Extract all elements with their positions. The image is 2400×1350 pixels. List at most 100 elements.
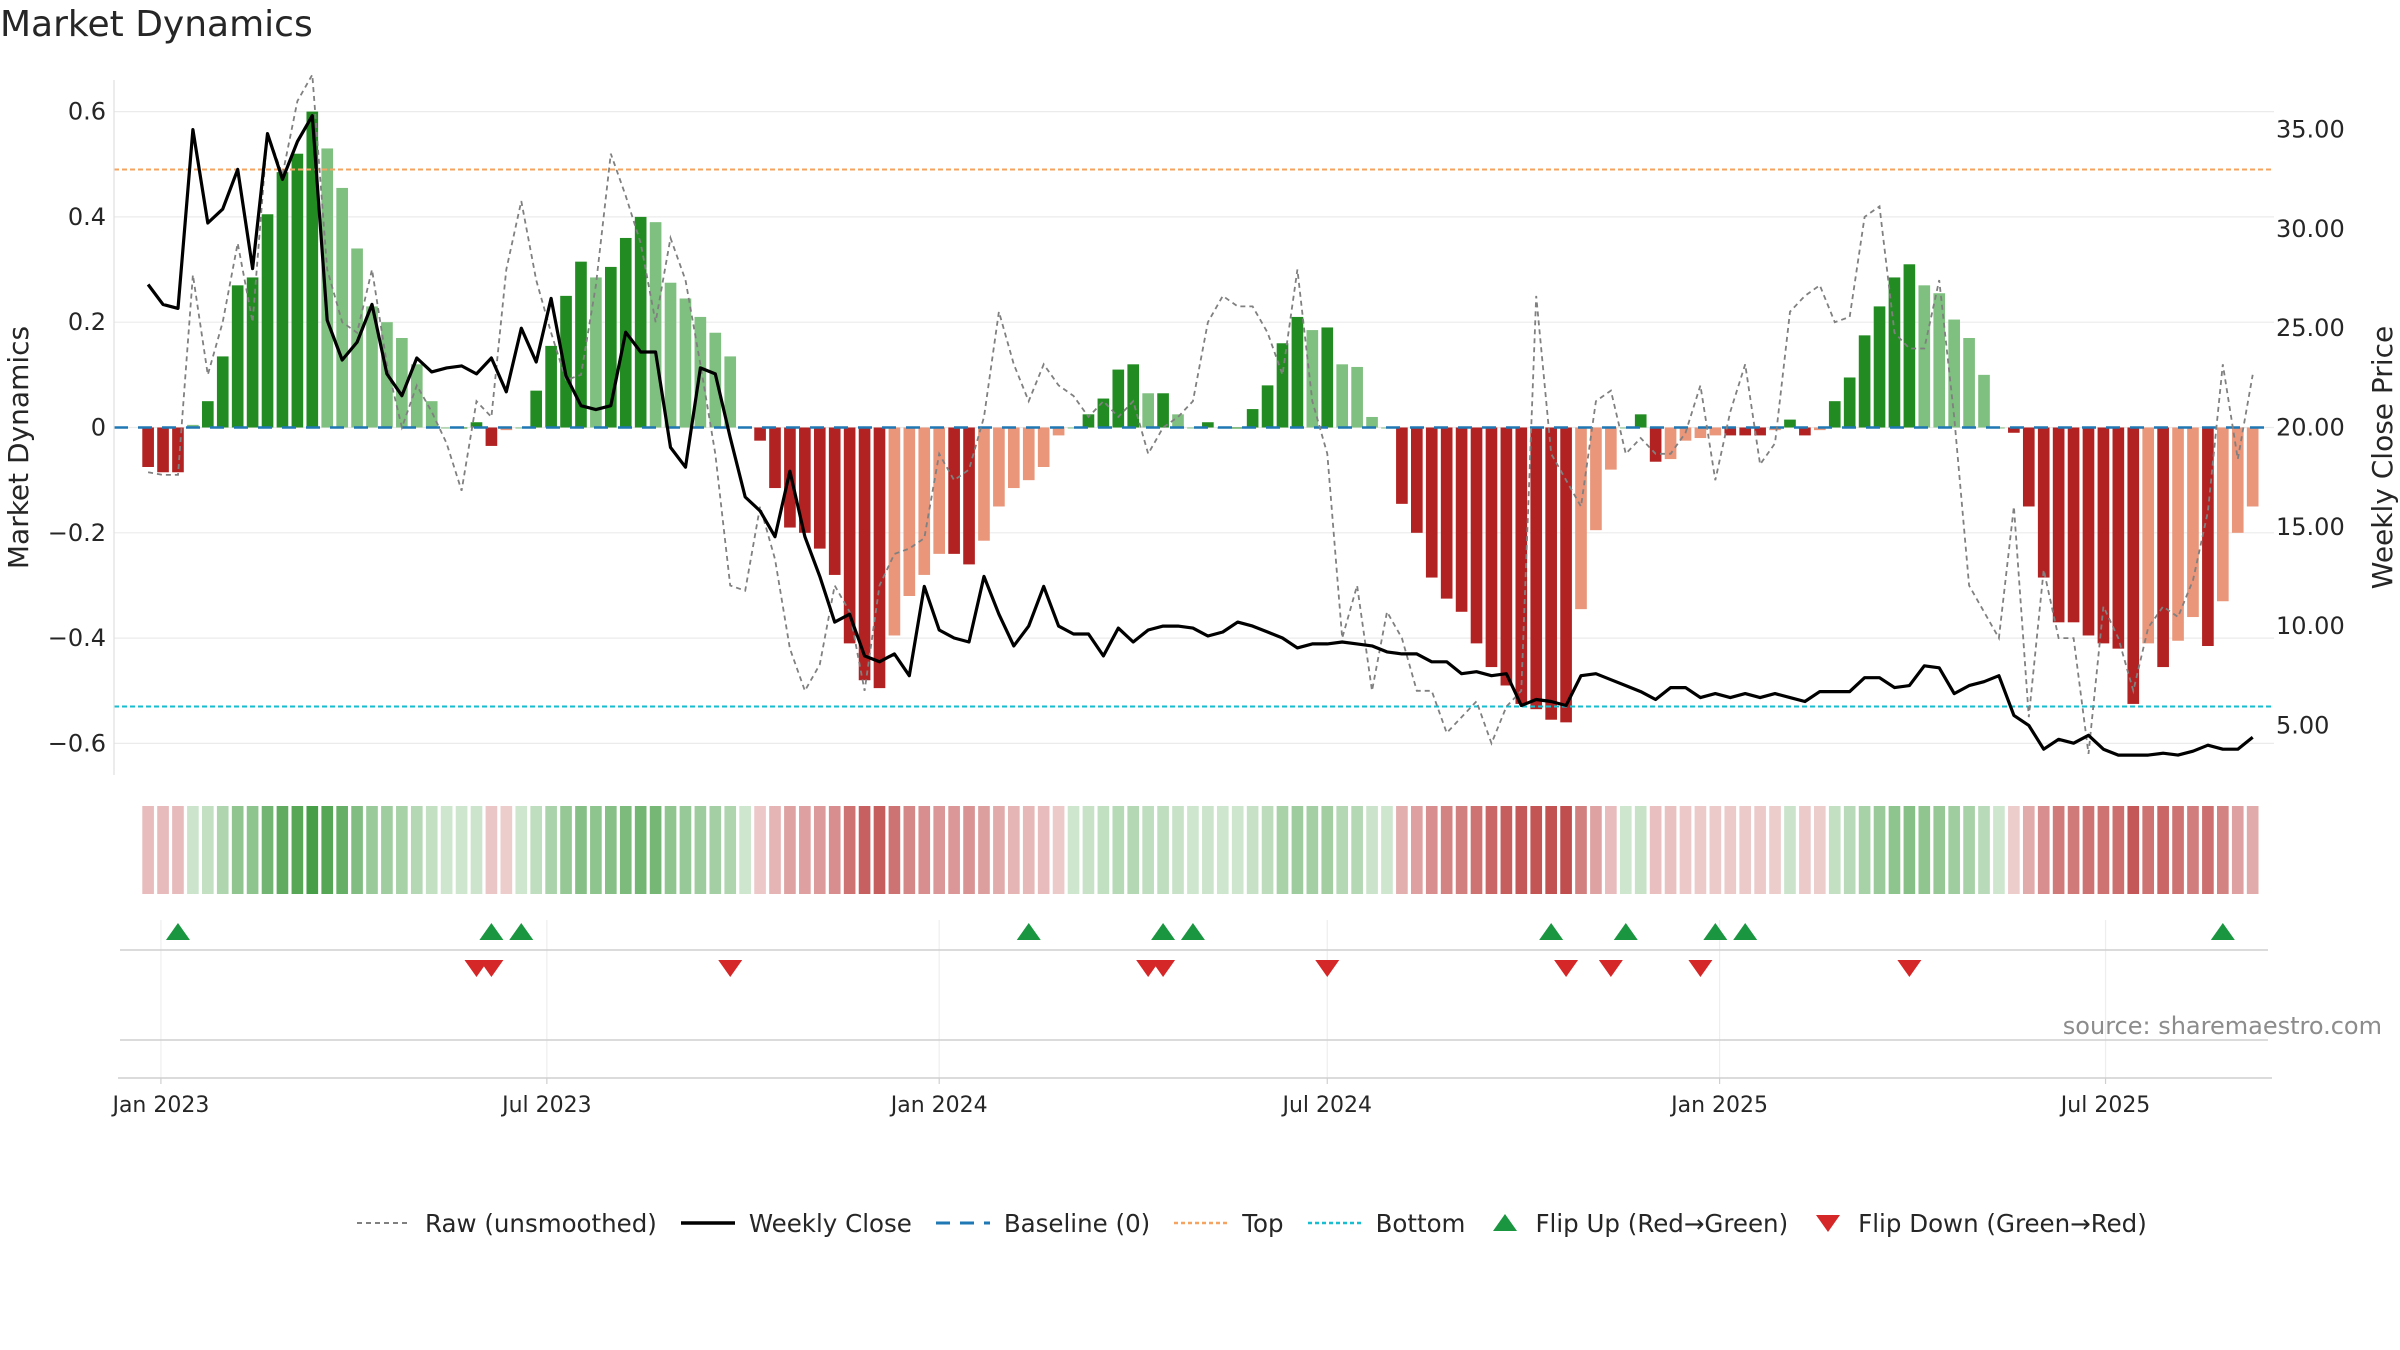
dynamics-bar xyxy=(1455,427,1468,612)
flip-up-marker xyxy=(165,923,190,940)
dynamics-bar xyxy=(2142,427,2155,644)
regime-cell xyxy=(440,806,453,894)
dynamics-bar xyxy=(515,427,528,429)
legend-item-baseline: Baseline (0) xyxy=(934,1209,1150,1238)
regime-cell xyxy=(2187,806,2199,894)
dynamics-bar xyxy=(1769,427,1781,431)
regime-cell xyxy=(560,806,572,894)
regime-cell xyxy=(933,806,946,894)
flip-up-marker xyxy=(1151,923,1176,940)
dynamics-bar xyxy=(664,282,677,428)
flip-up-marker xyxy=(1613,923,1638,940)
regime-cell xyxy=(1187,806,1199,894)
dynamics-bar xyxy=(187,424,199,428)
dynamics-bar xyxy=(918,427,931,575)
dynamics-bar xyxy=(246,277,259,428)
regime-cell xyxy=(1246,806,1259,894)
regime-cell xyxy=(1336,806,1349,894)
regime-cell xyxy=(2112,806,2125,894)
regime-cell xyxy=(1619,806,1632,894)
source-credit: source: sharemaestro.com xyxy=(2062,1012,2382,1040)
regime-cell xyxy=(1052,806,1065,894)
legend-label-flip-down: Flip Down (Green→Red) xyxy=(1858,1208,2147,1238)
dynamics-bar xyxy=(1366,416,1378,428)
regime-cell xyxy=(1724,806,1737,894)
regime-cell xyxy=(2022,806,2035,894)
regime-cell xyxy=(2082,806,2095,894)
dynamics-bar xyxy=(963,427,975,565)
y2-axis-label: Weekly Close Price xyxy=(2366,326,2399,589)
regime-cell xyxy=(142,806,154,894)
flip-down-icon xyxy=(1816,1215,1841,1232)
legend-label-close: Weekly Close xyxy=(748,1208,912,1238)
dynamics-bar xyxy=(993,427,1005,507)
regime-cell xyxy=(575,806,587,894)
regime-cell xyxy=(978,806,990,894)
dynamics-bar xyxy=(172,427,184,473)
dynamics-bar xyxy=(1321,327,1334,428)
flip-down-marker xyxy=(1598,960,1623,977)
flip-up-marker xyxy=(509,923,534,940)
regime-cell xyxy=(1008,806,1020,894)
dynamics-bar xyxy=(1724,427,1737,436)
x-tick-label: Jul 2025 xyxy=(2059,1093,2151,1118)
regime-cell xyxy=(246,806,259,894)
dynamics-bar xyxy=(1933,293,1946,428)
flip-down-marker xyxy=(1554,960,1579,977)
regime-cell xyxy=(1082,806,1095,894)
regime-cell xyxy=(1843,806,1856,894)
dynamics-bar xyxy=(1918,285,1931,428)
regime-cell xyxy=(2246,806,2259,894)
reference-lines xyxy=(114,168,2274,708)
regime-cell xyxy=(157,806,169,894)
regime-cell xyxy=(1396,806,1408,894)
dynamics-bar xyxy=(366,306,378,428)
dynamics-bar xyxy=(1709,427,1722,436)
regime-cell xyxy=(1605,806,1617,894)
dynamics-bar xyxy=(1799,427,1811,436)
dynamics-bar xyxy=(2187,427,2199,618)
dynamics-bar xyxy=(978,427,990,541)
regime-cell xyxy=(1873,806,1886,894)
regime-cell xyxy=(1978,806,1990,894)
regime-cell xyxy=(1455,806,1468,894)
regime-cell xyxy=(590,806,602,894)
legend-swatch-top xyxy=(1174,1221,1229,1225)
close-series xyxy=(146,114,2254,757)
regime-cell xyxy=(276,806,289,894)
dynamics-bar xyxy=(1291,316,1304,428)
regime-cell xyxy=(1545,806,1557,894)
regime-cell xyxy=(1216,806,1229,894)
dynamics-bar xyxy=(1306,330,1319,428)
regime-cell xyxy=(1769,806,1781,894)
regime-cell xyxy=(1500,806,1513,894)
dynamics-bar xyxy=(2067,427,2080,623)
dynamics-bar xyxy=(1649,427,1662,462)
regime-cell xyxy=(1799,806,1811,894)
flip-up-marker xyxy=(479,923,504,940)
regime-cell xyxy=(1291,806,1304,894)
dynamics-bar xyxy=(1112,369,1125,428)
regime-cell xyxy=(1411,806,1423,894)
flip-down-marker xyxy=(1315,960,1340,977)
axes: −0.6 −0.4 −0.2 0 0.2 0.4 0.6 5.00 10.00 15.00 20.0… xyxy=(2,80,2399,1118)
regime-cell xyxy=(1739,806,1752,894)
regime-cell xyxy=(2217,806,2229,894)
flip-up-marker xyxy=(1539,923,1564,940)
flip-markers xyxy=(165,923,2235,977)
dynamics-bar xyxy=(2246,427,2259,507)
dynamics-bar xyxy=(396,337,408,428)
regime-cell xyxy=(1784,806,1796,894)
dynamics-bar xyxy=(1037,427,1050,467)
dynamics-bar xyxy=(754,427,766,441)
regime-cell xyxy=(1933,806,1946,894)
regime-cell xyxy=(2157,806,2169,894)
chart-canvas: −0.6 −0.4 −0.2 0 0.2 0.4 0.6 5.00 10.00 15.00 20.0… xyxy=(2,71,2399,1118)
regime-cell xyxy=(1993,806,2005,894)
regime-cell xyxy=(769,806,781,894)
regime-cell xyxy=(1067,806,1080,894)
dynamics-bar xyxy=(2127,427,2140,704)
regime-cell xyxy=(231,806,244,894)
dynamics-bar xyxy=(1575,427,1587,610)
dynamics-bar xyxy=(500,427,513,431)
